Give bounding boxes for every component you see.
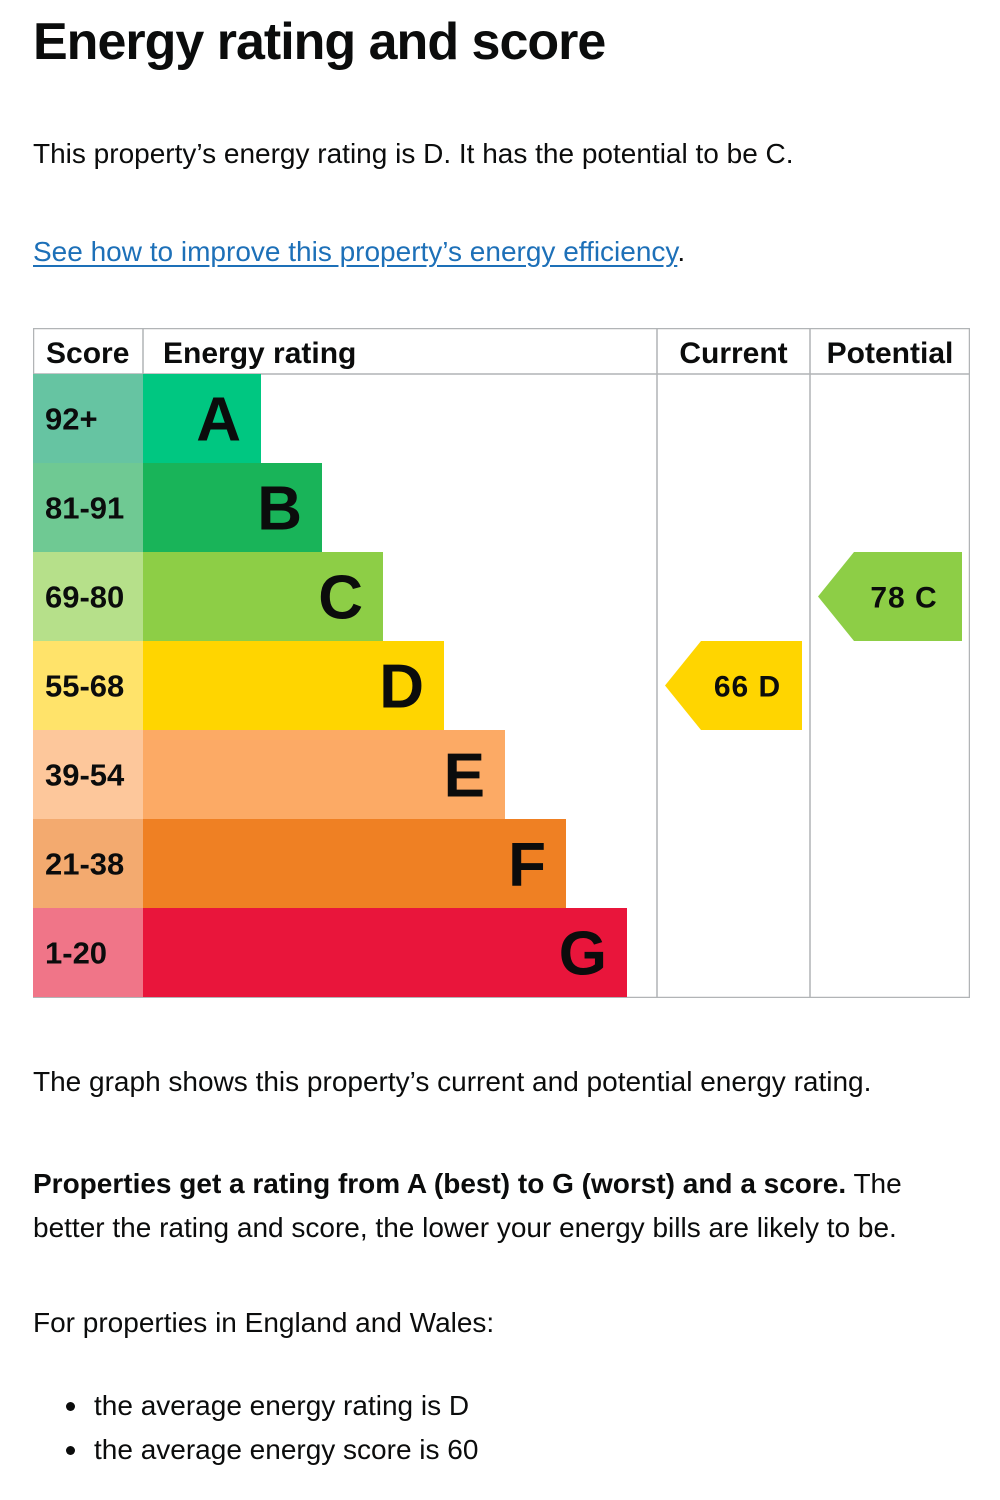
link-period: . xyxy=(677,236,686,267)
rating-explanation-rest: The better the rating and score, the low… xyxy=(33,1168,902,1243)
rating-letter-b: B xyxy=(257,475,302,544)
list-item: the average energy rating is D xyxy=(60,1384,478,1428)
potential-header: Potential xyxy=(827,337,954,370)
graph-explanation: The graph shows this property’s current … xyxy=(33,1066,872,1097)
energy-rating-chart: Score Energy rating Current Potential 92+ A 81… xyxy=(32,327,971,1003)
current-arrow xyxy=(665,641,802,730)
current-rating-label: 66 D xyxy=(714,671,781,704)
rating-letter-g: G xyxy=(559,920,607,989)
score-header: Score xyxy=(46,337,129,370)
averages-list: the average energy rating is D the avera… xyxy=(60,1384,478,1472)
rating-explanation-bold: Properties get a rating from A (best) to… xyxy=(33,1168,847,1199)
average-score-text: the average energy score is 60 xyxy=(94,1434,479,1465)
bullet-icon xyxy=(66,1446,75,1455)
score-cell-b xyxy=(33,463,143,552)
rating-letter-d: D xyxy=(379,653,424,722)
region-intro: For properties in England and Wales: xyxy=(33,1307,495,1338)
rating-bar-c xyxy=(143,552,383,641)
current-header: Current xyxy=(679,337,787,370)
rating-header: Energy rating xyxy=(163,337,356,370)
potential-arrow xyxy=(818,552,962,641)
score-cell-f xyxy=(33,819,143,908)
score-cell-e xyxy=(33,730,143,819)
bullet-icon xyxy=(66,1402,75,1411)
page-title: Energy rating and score xyxy=(33,13,606,71)
rating-letter-c: C xyxy=(318,564,363,633)
rating-bar-b xyxy=(143,463,322,552)
potential-rating-label: 78 C xyxy=(870,582,937,615)
score-cell-g xyxy=(33,908,143,997)
score-cell-a xyxy=(33,374,143,463)
rating-letter-e: E xyxy=(444,742,485,811)
score-range-b: 81-91 xyxy=(45,491,124,526)
score-range-c: 69-80 xyxy=(45,580,124,615)
list-item: the average energy score is 60 xyxy=(60,1428,478,1472)
score-range-f: 21-38 xyxy=(45,847,124,882)
rating-bar-d xyxy=(143,641,444,730)
rating-summary: This property’s energy rating is D. It h… xyxy=(33,138,794,169)
score-range-e: 39-54 xyxy=(45,758,125,793)
rating-letter-a: A xyxy=(196,386,241,455)
score-range-g: 1-20 xyxy=(45,936,107,971)
rating-bar-e xyxy=(143,730,505,819)
rating-bar-g xyxy=(143,908,627,997)
improve-link-line: See how to improve this property’s energ… xyxy=(33,236,685,268)
energy-rating-svg: Score Energy rating Current Potential 92+ A 81… xyxy=(32,327,971,999)
rating-explanation: Properties get a rating from A (best) to… xyxy=(33,1162,968,1250)
rating-letter-f: F xyxy=(508,831,546,900)
rating-bar-a xyxy=(143,374,261,463)
improve-efficiency-link[interactable]: See how to improve this property’s energ… xyxy=(33,236,678,267)
average-rating-text: the average energy rating is D xyxy=(94,1390,470,1421)
score-range-d: 55-68 xyxy=(45,669,124,704)
score-cell-c xyxy=(33,552,143,641)
score-range-a: 92+ xyxy=(45,402,98,437)
score-cell-d xyxy=(33,641,143,730)
rating-bar-f xyxy=(143,819,566,908)
